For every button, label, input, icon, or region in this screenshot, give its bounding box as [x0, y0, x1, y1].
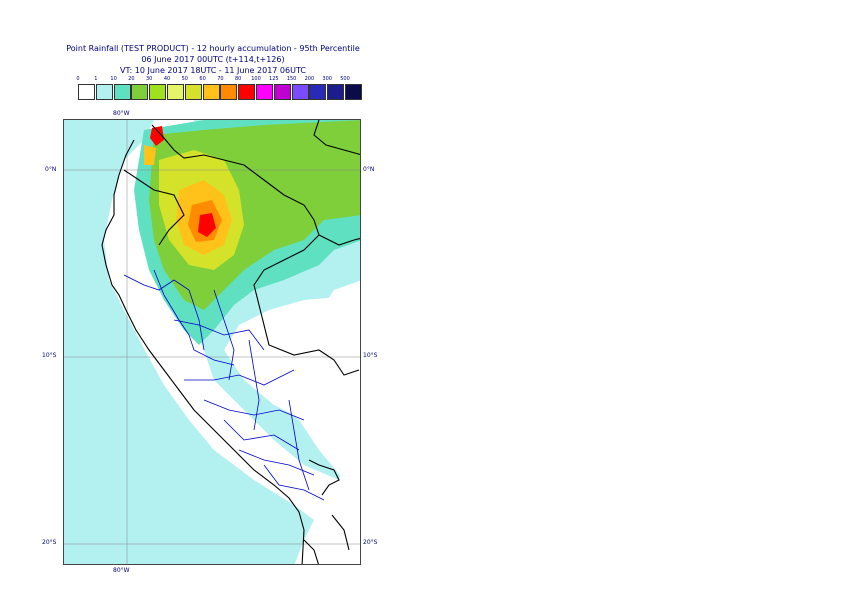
legend-tick-label: 40: [163, 76, 171, 82]
title-line-2: 06 June 2017 00UTC (t+114,t+126): [141, 55, 285, 64]
legend-swatch: [273, 84, 291, 100]
legend-tick-label: 20: [128, 76, 135, 82]
legend-swatch: [149, 84, 167, 100]
lat-label-10-left: 10°S: [42, 352, 57, 359]
lat-label-0-right: 0°N: [363, 166, 375, 173]
legend-swatch: [131, 84, 149, 100]
legend-tick-label: 80: [235, 76, 242, 82]
legend-swatch: [291, 84, 309, 100]
north-red-spot: [150, 126, 164, 146]
legend-tick-label: 100: [251, 76, 261, 82]
legend-swatch: [309, 84, 327, 100]
legend-swatch: [95, 84, 113, 100]
red-core: [198, 213, 216, 237]
legend-tick-label: 0: [76, 76, 80, 82]
lat-label-20-left: 20°S: [42, 539, 57, 546]
legend-swatch: [327, 84, 345, 100]
regional-borders: [123, 269, 325, 501]
country-borders: [101, 120, 360, 564]
legend-tick-label: 300: [322, 76, 332, 82]
lon-label-bottom: 80°W: [113, 567, 130, 574]
legend-tick-label: 10: [110, 76, 117, 82]
legend-tick-label: 150: [286, 76, 297, 82]
dry-area-east: [249, 280, 360, 564]
legend-tick-label: 50: [181, 76, 188, 82]
title-line-1: Point Rainfall (TEST PRODUCT) - 12 hourl…: [66, 44, 360, 53]
legend-tick-label: 60: [199, 76, 206, 82]
lon-label-top: 80°W: [113, 110, 130, 117]
legend-tick-label: 1: [94, 76, 98, 82]
legend-tick-label: 500: [340, 76, 350, 82]
legend-swatch: [345, 84, 362, 100]
legend-swatch: [220, 84, 238, 100]
legend-swatch: [202, 84, 220, 100]
title-line-3: VT: 10 June 2017 18UTC - 11 June 2017 06…: [120, 66, 306, 75]
legend-tick-label: 200: [304, 76, 315, 82]
legend-swatch: [184, 84, 202, 100]
lat-label-0-left: 0°N: [45, 166, 57, 173]
lat-label-10-right: 10°S: [363, 352, 378, 359]
legend-swatch: [113, 84, 131, 100]
coastline: [101, 139, 305, 564]
north-orange-spot: [144, 145, 156, 165]
legend-swatch: [256, 84, 273, 100]
legend-swatch: [78, 84, 95, 100]
ocean-rain-area: [64, 120, 314, 564]
map-canvas: [64, 120, 360, 564]
legend-tick-label: 70: [217, 76, 224, 82]
legend-swatch: [238, 84, 256, 100]
legend-swatch: [167, 84, 184, 100]
rainfall-map: [63, 119, 361, 565]
lat-label-20-right: 20°S: [363, 539, 378, 546]
legend-tick-label: 30: [146, 76, 153, 82]
legend-tick-label: 125: [269, 76, 279, 82]
